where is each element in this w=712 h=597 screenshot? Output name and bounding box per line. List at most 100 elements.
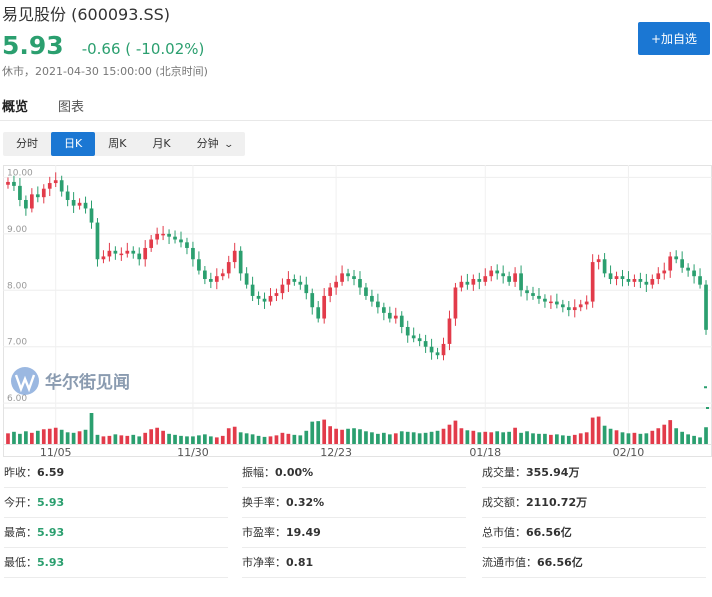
- tab-minute[interactable]: 分钟 ⌄: [184, 132, 246, 156]
- candle-body: [405, 326, 410, 336]
- volume-bar: [560, 435, 565, 444]
- volume-bar: [614, 430, 619, 444]
- volume-bar: [632, 432, 637, 444]
- period-tabs: 分时 日K 周K 月K 分钟 ⌄: [3, 132, 246, 156]
- stat-value: 19.49: [286, 526, 321, 539]
- candle-body: [310, 293, 315, 308]
- candle-body: [334, 281, 338, 288]
- candle-body: [250, 284, 255, 296]
- stat-item: 今开：5.93: [4, 492, 64, 514]
- volume-bar: [77, 431, 82, 444]
- volume-bar: [137, 436, 142, 444]
- last-close-marker: [706, 407, 709, 409]
- candle-body: [411, 335, 416, 339]
- watermark-text: 华尔街见闻: [45, 372, 130, 393]
- volume-bar: [256, 435, 261, 444]
- volume-bar: [584, 432, 589, 444]
- volume-bar: [280, 432, 285, 444]
- candle-body: [447, 318, 452, 344]
- candle-body: [316, 307, 321, 319]
- volume-bar: [381, 432, 386, 444]
- volume-bar: [328, 426, 333, 444]
- stat-divider: [482, 487, 706, 488]
- volume-bar: [238, 432, 243, 444]
- stat-label: 振幅：: [242, 466, 275, 479]
- volume-bar: [358, 429, 362, 444]
- candle-body: [441, 343, 446, 356]
- stat-label: 最低：: [4, 556, 37, 569]
- stat-value: 355.94万: [526, 466, 580, 479]
- candle-body: [280, 284, 285, 294]
- volume-bar: [6, 433, 10, 444]
- volume-bar: [340, 429, 344, 444]
- volume-bar: [149, 429, 154, 444]
- candle-body: [680, 259, 685, 268]
- candle-body: [292, 279, 297, 282]
- main-tabs: 概览 图表: [2, 96, 114, 121]
- candle-body: [560, 304, 565, 308]
- volume-bar: [704, 427, 708, 444]
- volume-bar: [435, 430, 440, 444]
- volume-bar: [477, 432, 482, 444]
- tab-weekly-k[interactable]: 周K: [108, 137, 127, 150]
- candle-body: [155, 233, 159, 240]
- kline-chart-svg: 10.00 9.00 8.00 7.00 6.00 11/05 11/30 12/23 01/1…: [3, 165, 712, 459]
- kline-chart[interactable]: 10.00 9.00 8.00 7.00 6.00 11/05 11/30 12/23 01/1…: [3, 165, 712, 459]
- candle-body: [113, 250, 118, 254]
- volume-bar: [662, 424, 667, 444]
- candle-body: [262, 298, 267, 302]
- tab-monthly-k[interactable]: 月K: [152, 137, 171, 150]
- volume-bar: [53, 427, 58, 444]
- tab-daily-k[interactable]: 日K: [51, 132, 96, 156]
- stat-item: 昨收：6.59: [4, 462, 64, 484]
- candle-body: [429, 346, 434, 353]
- volume-bar: [268, 436, 273, 444]
- candle-body: [59, 180, 64, 192]
- stat-item: 成交量：355.94万: [482, 462, 579, 484]
- stat-divider: [4, 487, 228, 488]
- stat-label: 昨收：: [4, 466, 37, 479]
- candle-body: [614, 276, 619, 280]
- candle-body: [18, 185, 22, 200]
- volume-bar: [501, 432, 506, 444]
- stat-divider: [482, 577, 706, 578]
- volume-bar: [429, 431, 434, 444]
- stat-divider: [242, 517, 466, 518]
- candle-body: [179, 239, 183, 243]
- candle-body: [387, 312, 392, 319]
- volume-bar: [298, 435, 303, 444]
- candle-body: [620, 276, 625, 280]
- stat-label: 最高：: [4, 526, 37, 539]
- tab-chart[interactable]: 图表: [58, 100, 85, 115]
- volume-bar: [35, 430, 40, 444]
- volume-bar: [668, 420, 673, 444]
- candle-body: [232, 250, 237, 263]
- volume-bar: [292, 434, 297, 444]
- candle-body: [483, 276, 488, 282]
- stat-item: 流通市值：66.56亿: [482, 552, 583, 574]
- stat-item: 振幅：0.00%: [242, 462, 313, 484]
- candle-body: [286, 279, 291, 285]
- volume-bar: [161, 430, 165, 444]
- stat-value: 6.59: [37, 466, 65, 479]
- volume-bar: [650, 430, 655, 444]
- candle-body: [596, 259, 601, 263]
- volume-bar: [644, 433, 649, 444]
- volume-bar: [18, 433, 22, 444]
- candle-body: [191, 247, 195, 260]
- candle-body: [340, 273, 344, 282]
- candle-body: [244, 273, 249, 285]
- tab-overview[interactable]: 概览: [2, 100, 29, 115]
- stat-label: 流通市值：: [482, 556, 537, 569]
- candle-body: [143, 247, 148, 260]
- add-watchlist-button[interactable]: +加自选: [638, 22, 710, 55]
- candle-body: [507, 276, 511, 282]
- stat-label: 总市值：: [482, 526, 526, 539]
- volume-bar: [59, 429, 64, 444]
- candle-body: [692, 270, 696, 277]
- tab-intraday[interactable]: 分时: [16, 137, 38, 150]
- volume-bar: [131, 434, 136, 444]
- candle-body: [626, 279, 631, 282]
- candle-body: [435, 352, 440, 356]
- volume-bar: [89, 413, 94, 444]
